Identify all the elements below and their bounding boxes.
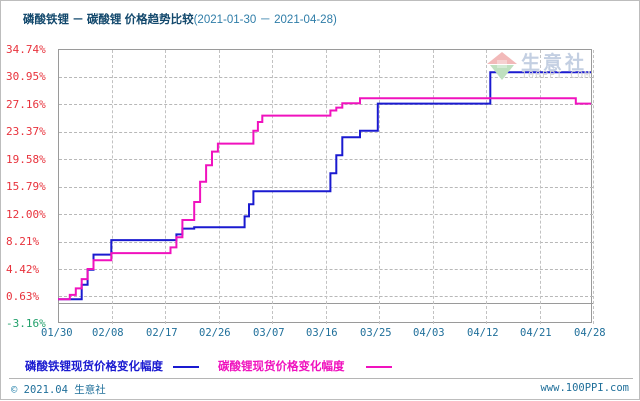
y-tick-label: 34.74% [6,43,46,56]
y-tick-label: 4.42% [6,263,40,276]
y-tick-label: 27.16% [6,98,46,111]
y-tick-label: 12.00% [6,208,46,221]
gridline-vertical [486,50,487,324]
x-tick-label: 04/28 [574,327,606,339]
y-axis: 34.74% 30.95% 27.16% 23.37% 19.58% 15.79… [1,1,58,401]
chart-title-main: 磷酸铁锂 － 碳酸锂 价格趋势比较 [23,14,194,26]
series-line-lfp [58,71,591,301]
series-line-lithium-carbonate [58,97,591,301]
footer-divider [9,378,633,379]
x-tick-label: 03/25 [360,327,392,339]
gridline-vertical [593,50,594,324]
legend-item-lithium-carbonate[interactable]: 碳酸锂现货价格变化幅度 [218,361,345,373]
x-tick-label: 04/12 [467,327,499,339]
gridline-vertical [112,50,113,324]
gridline-vertical [379,50,380,324]
y-tick-label: 19.58% [6,153,46,166]
x-tick-label: 02/08 [92,327,124,339]
gridline-vertical [165,50,166,324]
y-tick-label: 30.95% [6,70,46,83]
x-tick-label: 03/16 [306,327,338,339]
legend-swatch-lithium-carbonate [366,366,392,368]
y-tick-label: 8.21% [6,235,40,248]
series-layer [58,71,591,301]
footer-date: 2021.04 [23,384,68,396]
chart-title-range: (2021-01-30 － 2021-04-28) [193,14,337,26]
legend-item-lfp[interactable]: 磷酸铁锂现货价格变化幅度 [25,361,163,373]
gridline-vertical [433,50,434,324]
gridline-vertical [219,50,220,324]
chart-legend: 磷酸铁锂现货价格变化幅度 碳酸锂现货价格变化幅度 [13,358,629,376]
legend-swatch-lfp [173,366,199,368]
x-tick-label: 02/26 [199,327,231,339]
gridline-vertical [272,50,273,324]
gridline-vertical [540,50,541,324]
x-tick-label: 02/17 [146,327,178,339]
footer-left: © 2021.04 生意社 [11,382,106,397]
x-tick-label: 04/03 [413,327,445,339]
chart-title: 磷酸铁锂 － 碳酸锂 价格趋势比较(2021-01-30 － 2021-04-2… [23,11,337,27]
y-tick-label: 0.63% [6,290,40,303]
gridline-vertical [326,50,327,324]
x-tick-label: 01/30 [41,327,73,339]
y-tick-label: 23.37% [6,125,46,138]
footer-company: 生意社 [74,384,106,396]
x-tick-label: 03/07 [253,327,285,339]
y-tick-label: 15.79% [6,180,46,193]
footer-site[interactable]: www.100PPI.com [540,382,629,394]
copyright-icon: © [11,384,18,396]
x-tick-label: 04/21 [520,327,552,339]
y-tick-label: -3.16% [6,317,46,330]
plot-area [58,49,594,324]
